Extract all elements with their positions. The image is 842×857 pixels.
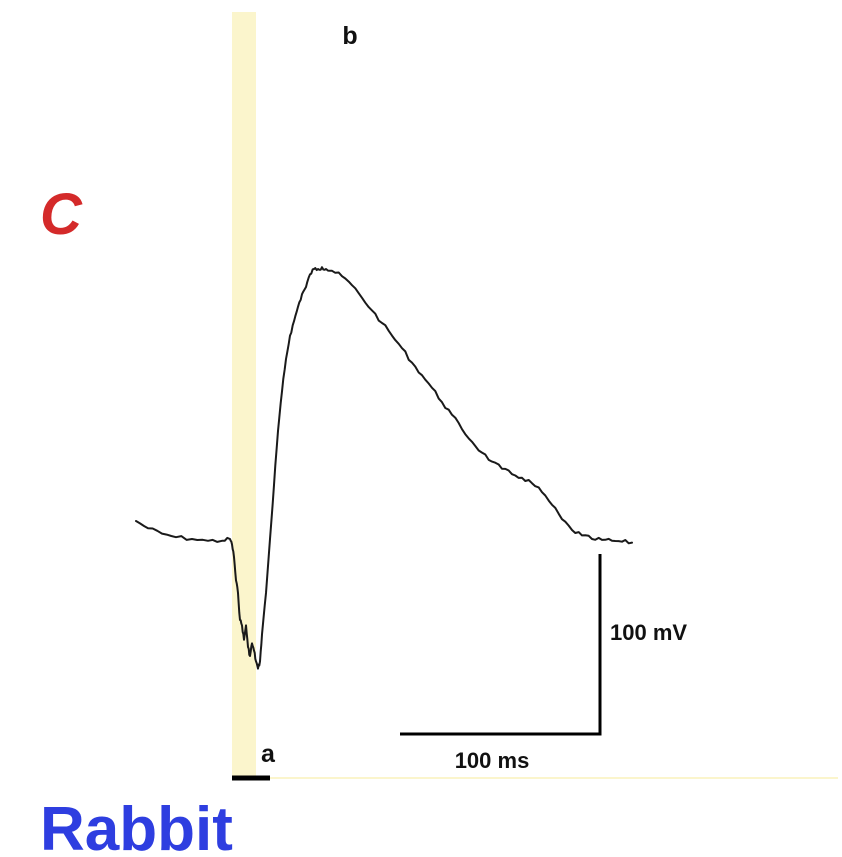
scale-bar-group: [400, 554, 602, 736]
trace-layer: [135, 266, 633, 670]
species-label: Rabbit: [40, 795, 233, 857]
annotation-b-wave: b: [342, 22, 357, 50]
time-scale-label: 100 ms: [455, 748, 530, 773]
annotation-a-wave: a: [261, 740, 276, 768]
erg-trace-line: [135, 266, 633, 670]
panel-letter: C: [40, 182, 83, 247]
voltage-scale-label: 100 mV: [610, 620, 687, 645]
stimulus-highlight-window: [232, 12, 256, 778]
highlight-layer: [232, 12, 256, 778]
